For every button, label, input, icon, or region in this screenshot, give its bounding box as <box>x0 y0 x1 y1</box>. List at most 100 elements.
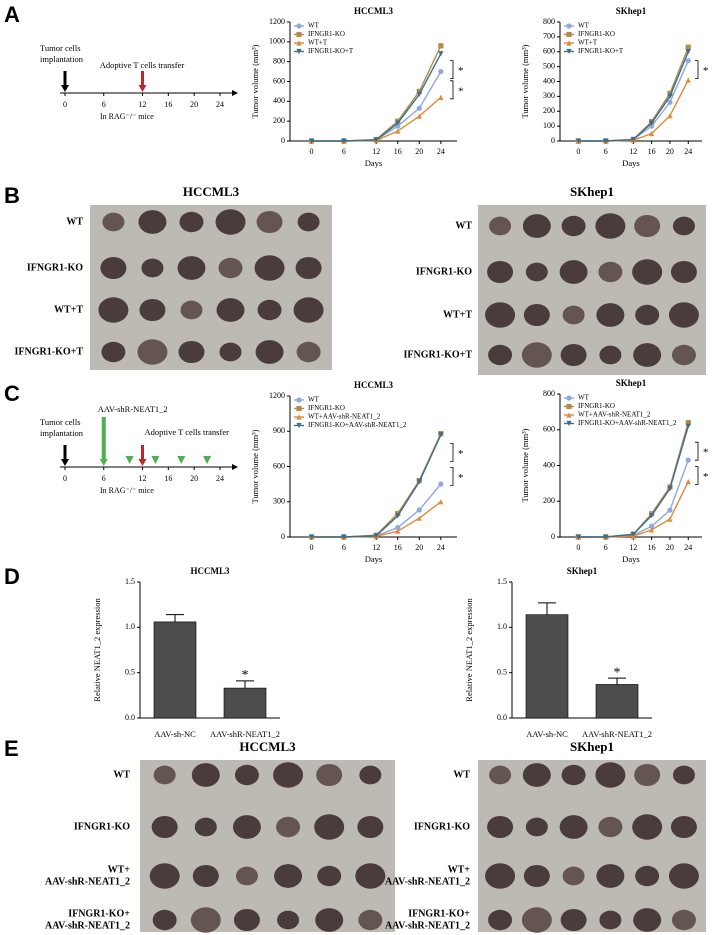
bar <box>223 687 267 719</box>
y-tick-label: 1000 <box>269 37 285 46</box>
tumor <box>598 816 623 838</box>
tumor <box>191 763 220 787</box>
marker <box>438 432 444 438</box>
tumor <box>525 262 548 282</box>
significance-bracket <box>695 466 699 485</box>
marker <box>667 90 673 96</box>
tumor <box>315 908 344 932</box>
tumor <box>234 764 259 786</box>
tumor <box>485 302 516 328</box>
marker <box>395 513 401 519</box>
x-tick-label: 16 <box>648 543 656 552</box>
legend-label: IFNGR1-KO <box>308 30 345 38</box>
x-tick-label: 12 <box>629 147 637 156</box>
row-label: AAV-shR-NEAT1_2 <box>45 920 130 931</box>
tumor <box>153 765 176 785</box>
x-tick-label: 20 <box>666 543 674 552</box>
tumor <box>633 343 662 367</box>
tumor <box>151 815 178 839</box>
tumor <box>598 261 623 283</box>
y-axis-label: Tumor volume (mm³) <box>250 429 260 503</box>
tumor <box>254 255 285 281</box>
tumor <box>317 865 342 887</box>
y-tick-label: 0 <box>551 532 555 541</box>
bar <box>525 614 569 719</box>
chart-title: HCCML3 <box>354 380 393 390</box>
y-tick-label: 0.5 <box>125 667 135 676</box>
marker <box>416 113 422 119</box>
timeline-tick-label: 0 <box>63 474 67 483</box>
implant-arrow-head <box>61 459 69 466</box>
timeline-tick-label: 16 <box>164 474 172 483</box>
y-tick-label: 1.5 <box>497 577 507 586</box>
tumor <box>149 863 180 889</box>
marker <box>667 486 673 492</box>
photo-background <box>478 205 706 375</box>
timeline-tick-label: 16 <box>164 100 172 109</box>
y-tick-label: 800 <box>273 56 285 65</box>
tumor <box>235 866 258 886</box>
panel-letter: D <box>4 564 20 589</box>
transfer-arrow-head <box>138 85 147 92</box>
marker <box>685 423 691 429</box>
tumor <box>487 815 514 839</box>
y-tick-label: 1200 <box>269 17 285 26</box>
marker <box>667 516 673 522</box>
row-label: WT+ <box>448 864 471 875</box>
significance-bracket <box>450 60 454 79</box>
marker <box>296 48 302 55</box>
tumor <box>561 215 586 237</box>
significance-mark: * <box>703 65 709 77</box>
marker <box>603 534 609 540</box>
series-line <box>311 434 442 538</box>
tumor <box>273 762 304 788</box>
tumor <box>668 302 699 328</box>
tumor <box>274 864 303 888</box>
timeline-tick-label: 24 <box>216 474 224 483</box>
tumor <box>670 260 697 284</box>
tumor <box>138 210 167 234</box>
implant-label: Tumor cells <box>40 43 81 53</box>
marker <box>416 91 422 97</box>
row-label: AAV-shR-NEAT1_2 <box>45 876 130 887</box>
series-line <box>311 71 442 142</box>
implant-label: Tumor cells <box>40 417 81 427</box>
y-axis-label: Tumor volume (mm³) <box>250 44 260 118</box>
marker <box>603 138 609 144</box>
tumor <box>632 814 663 840</box>
y-tick-label: 800 <box>543 17 555 26</box>
marker <box>296 31 302 38</box>
x-tick-label: 6 <box>604 543 608 552</box>
y-axis-label: Tumor volume (mm³) <box>520 44 530 118</box>
y-tick-label: 0.5 <box>497 667 507 676</box>
x-tick-label: AAV-shR-NEAT1_2 <box>210 729 280 739</box>
marker <box>685 49 691 55</box>
tumor <box>523 864 550 888</box>
marker <box>685 457 691 463</box>
legend-label: WT <box>308 396 320 404</box>
x-tick-label: 6 <box>342 543 346 552</box>
x-tick-label: 12 <box>372 543 380 552</box>
row-label: IFNGR1-KO <box>416 266 472 277</box>
legend-label: WT <box>578 394 590 402</box>
tumor <box>671 909 696 931</box>
y-tick-label: 400 <box>543 76 555 85</box>
x-tick-label: 0 <box>576 147 580 156</box>
tumor <box>358 909 383 931</box>
marker <box>575 138 581 144</box>
x-axis-label: Days <box>365 554 382 564</box>
x-tick-label: 20 <box>666 147 674 156</box>
marker <box>649 130 655 137</box>
implant-label: implantation <box>40 54 84 64</box>
aav-label: AAV-shR-NEAT1_2 <box>98 404 168 414</box>
legend-label: WT+T <box>578 39 598 47</box>
y-axis-label: Relative NEAT1_2 expression <box>92 598 102 702</box>
row-label: IFNGR1-KO+T <box>404 349 473 360</box>
tumor <box>102 212 125 232</box>
series-line <box>311 433 442 538</box>
tumor <box>595 762 626 788</box>
tumor <box>256 210 283 234</box>
significance-bracket <box>695 60 699 79</box>
tumor <box>487 260 514 284</box>
y-axis-label: Tumor volume (mm³) <box>520 428 530 502</box>
